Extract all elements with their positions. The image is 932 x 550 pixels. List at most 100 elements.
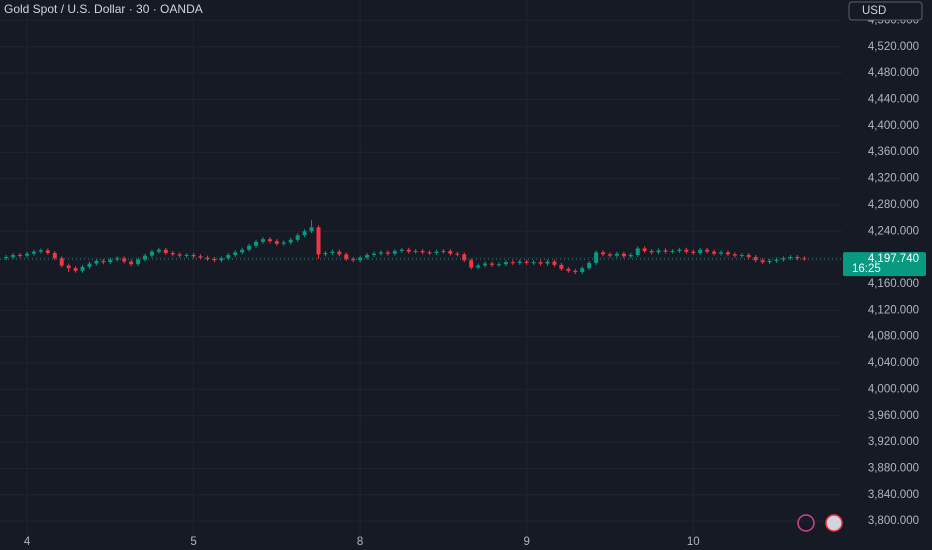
candle-body (580, 268, 585, 273)
candle-body (73, 268, 78, 271)
candle-body (281, 242, 286, 244)
candle-body (691, 251, 696, 254)
candle-body (309, 227, 314, 232)
candle-body (25, 253, 30, 256)
y-tick-label: 3,840.000 (868, 489, 919, 501)
y-tick-label: 4,520.000 (868, 41, 919, 53)
y-tick-label: 3,960.000 (868, 410, 919, 422)
y-tick-label: 4,440.000 (868, 94, 919, 106)
candle-body (184, 254, 189, 256)
candle-body (240, 249, 245, 253)
chart-title: Gold Spot / U.S. Dollar · 30 · OANDA (4, 2, 203, 16)
candle-body (392, 251, 397, 254)
candle-body (170, 253, 175, 255)
y-tick-label: 4,280.000 (868, 199, 919, 211)
candle-body (441, 251, 446, 253)
candle-body (503, 262, 508, 265)
candle-body (705, 249, 710, 252)
candle-body (614, 253, 619, 256)
candle-body (11, 254, 16, 257)
candle-body (684, 249, 689, 252)
candle-body (52, 253, 57, 259)
candle-body (191, 254, 196, 257)
x-tick-label: 4 (24, 536, 31, 548)
candle-body (427, 252, 432, 254)
candle-body (621, 253, 626, 257)
candle-body (205, 257, 210, 259)
candle-body (94, 260, 99, 264)
candle-body (219, 258, 224, 261)
candle-body (66, 265, 71, 269)
candle-body (247, 245, 252, 250)
candle-body (115, 258, 120, 260)
candle-body (594, 252, 599, 263)
candle-body (274, 241, 279, 244)
candle-body (149, 251, 154, 256)
candle-body (156, 249, 161, 252)
candle-body (469, 260, 474, 268)
candle-body (781, 258, 786, 260)
currency-box[interactable] (848, 1, 923, 21)
candle-body (385, 252, 390, 254)
candle-body (788, 256, 793, 259)
candle-body (59, 258, 64, 266)
y-tick-label: 4,360.000 (868, 146, 919, 158)
candle-body (399, 249, 404, 252)
candle-body (656, 250, 661, 253)
candle-body (767, 260, 772, 263)
candle-body (420, 251, 425, 253)
candle-body (510, 262, 515, 264)
candle-body (483, 263, 488, 266)
candle-body (753, 256, 758, 261)
candle-body (517, 261, 522, 263)
candle-body (434, 251, 439, 254)
candle-body (719, 252, 724, 254)
candle-body (725, 252, 730, 255)
candle-body (254, 241, 259, 246)
candle-body (198, 256, 203, 258)
candle-body (233, 252, 238, 255)
icon[interactable] (825, 514, 843, 532)
x-tick-label: 8 (357, 536, 363, 548)
candle-body (38, 250, 43, 252)
candle-body (295, 235, 300, 240)
candle-body (545, 261, 550, 264)
candle-body (302, 231, 307, 236)
y-tick-label: 3,800.000 (868, 515, 919, 527)
candle-body (538, 262, 543, 264)
candle-body (267, 239, 272, 242)
candle-body (496, 264, 501, 266)
candle-body (101, 260, 106, 263)
candle-body (524, 261, 529, 263)
candle-body (212, 258, 217, 261)
candle-body (607, 254, 612, 256)
candle-body (136, 259, 141, 265)
candle-body (87, 263, 92, 267)
candle-body (177, 254, 182, 256)
candle-body (746, 254, 751, 257)
candle-body (795, 256, 800, 259)
grid (0, 0, 842, 535)
candle-body (712, 251, 717, 254)
candle-body (288, 239, 293, 243)
last-price-label: 4,197.740 (868, 253, 919, 265)
candle-body (774, 259, 779, 261)
candle-body (670, 251, 675, 253)
candle-body (18, 254, 23, 256)
candle-body (129, 261, 134, 265)
axis-labels: 3,800.000 3,840.000 3,880.000 3,920.000 3,96… (24, 14, 926, 548)
currency[interactable]: USD (862, 5, 886, 17)
candle-body (323, 253, 328, 255)
candle-body (566, 268, 571, 271)
candle-body (732, 254, 737, 256)
candle-body (316, 227, 321, 255)
y-tick-label: 4,160.000 (868, 278, 919, 290)
candle-body (337, 251, 342, 255)
candle-body (587, 262, 592, 269)
icon[interactable] (797, 514, 815, 532)
candle-body (45, 250, 50, 254)
candle-body (372, 253, 377, 255)
candle-body (462, 254, 467, 261)
